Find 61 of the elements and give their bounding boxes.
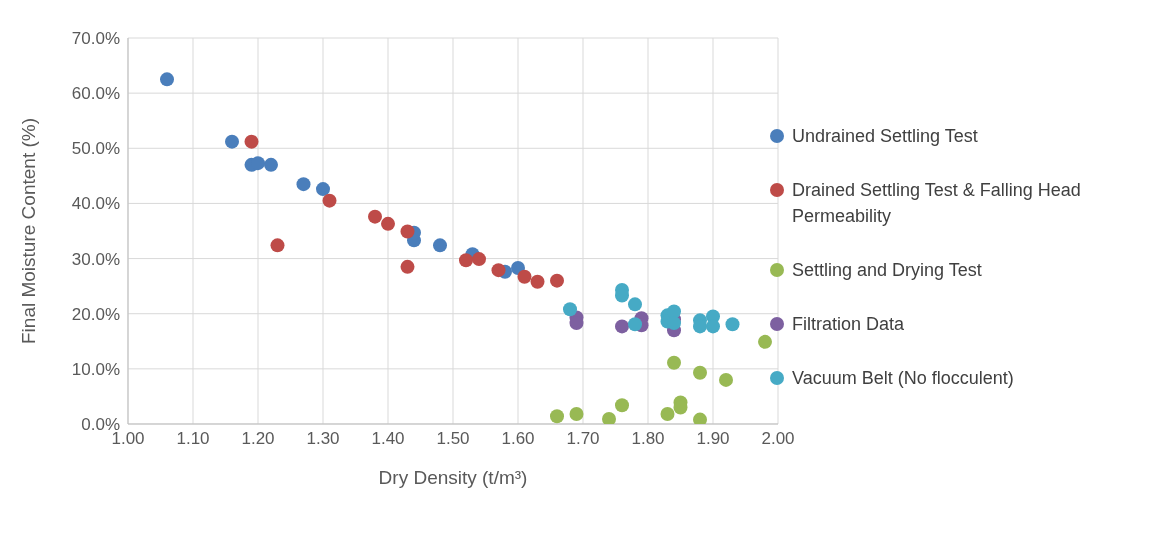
point: [530, 274, 545, 289]
legend-label: Drained Settling Test & Falling Head Permeability: [792, 179, 1082, 228]
point: [667, 316, 681, 331]
point: [602, 412, 616, 424]
point: [368, 209, 382, 224]
point: [706, 319, 720, 334]
y-tick-label: 10.0%: [71, 359, 120, 379]
point: [459, 253, 473, 268]
point: [433, 238, 447, 253]
point: [693, 365, 707, 380]
x-tick-label: 1.60: [501, 429, 535, 449]
point: [550, 273, 564, 288]
x-tick-label: 1.10: [176, 429, 210, 449]
y-tick-label: 50.0%: [71, 139, 120, 159]
legend-label: Settling and Drying Test: [792, 259, 982, 282]
point: [628, 297, 642, 312]
legend-label: Vacuum Belt (No flocculent): [792, 367, 1014, 390]
x-tick-label: 1.30: [306, 429, 340, 449]
point: [296, 177, 311, 192]
point: [322, 193, 337, 208]
point: [725, 317, 740, 332]
y-tick-label: 30.0%: [71, 249, 120, 269]
point: [667, 355, 681, 370]
legend-label: Filtration Data: [792, 313, 905, 336]
x-tick-label: 1.70: [566, 429, 600, 449]
point: [472, 252, 486, 267]
point: [615, 319, 629, 334]
y-tick-label: 20.0%: [71, 304, 120, 324]
point: [400, 259, 415, 274]
x-tick-label: 1.20: [241, 429, 275, 449]
point: [628, 317, 642, 332]
point: [660, 407, 675, 422]
point: [569, 407, 584, 422]
point: [381, 216, 395, 231]
y-tick-label: 60.0%: [71, 84, 120, 104]
x-tick-label: 2.00: [761, 429, 795, 449]
point: [615, 398, 629, 413]
point: [225, 134, 239, 149]
point: [550, 409, 564, 424]
point: [563, 302, 577, 317]
x-tick-label: 1.40: [371, 429, 405, 449]
x-tick-label: 1.80: [631, 429, 665, 449]
point: [316, 182, 330, 197]
point: [400, 224, 415, 239]
x-tick-label: 1.90: [696, 429, 730, 449]
point: [491, 263, 506, 278]
point: [758, 334, 772, 349]
y-tick-label: 40.0%: [71, 194, 120, 214]
legend-label: Undrained Settling Test: [792, 125, 978, 148]
point: [270, 238, 285, 253]
x-tick-label: 1.50: [436, 429, 470, 449]
point: [719, 372, 733, 387]
x-axis-title: Dry Density (t/m³): [378, 467, 528, 488]
point: [160, 72, 174, 87]
point: [693, 412, 707, 424]
y-tick-label: 70.0%: [71, 29, 120, 49]
point: [251, 156, 265, 171]
y-axis-title: Final Moisture Content (%): [17, 118, 39, 344]
point: [244, 134, 259, 149]
point: [517, 269, 532, 284]
point: [264, 157, 278, 172]
